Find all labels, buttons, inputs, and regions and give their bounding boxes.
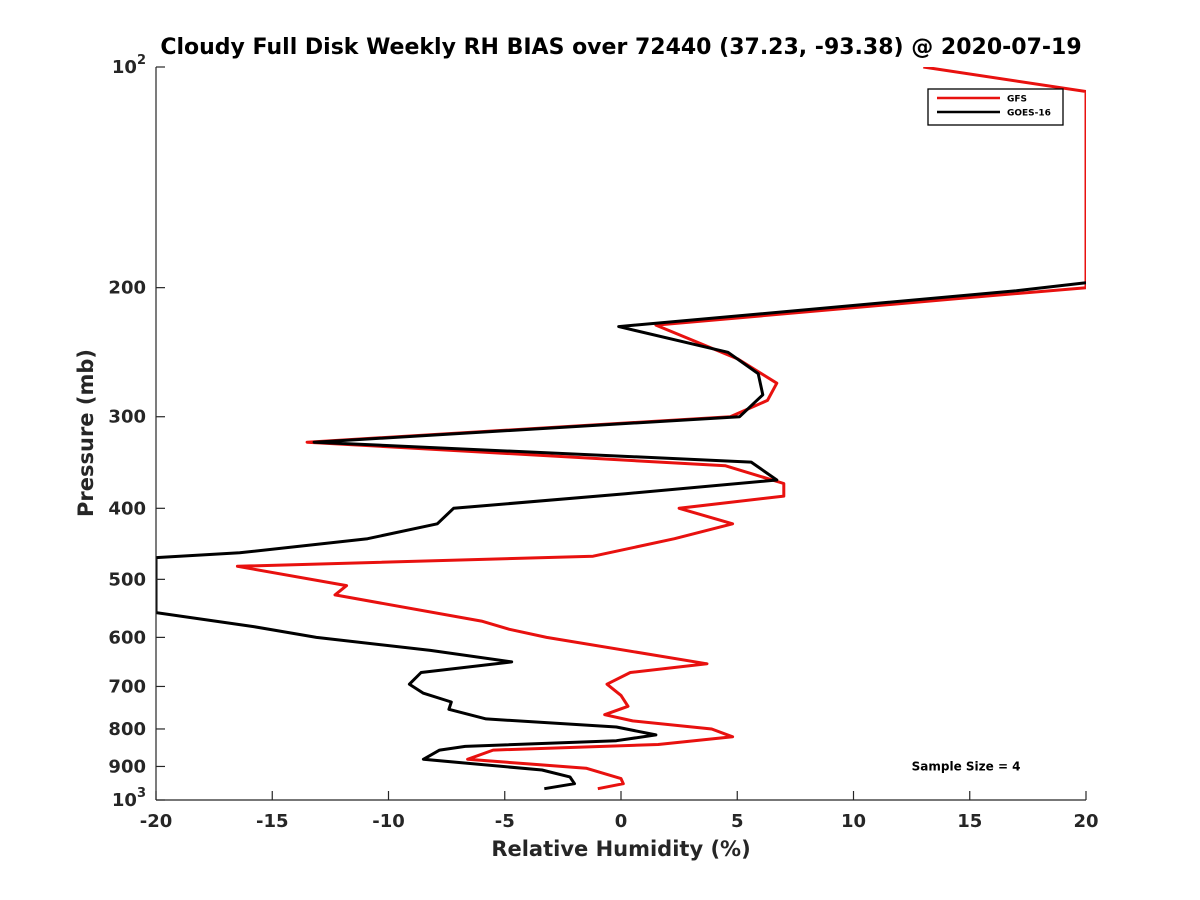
- x-axis-label: Relative Humidity (%): [491, 837, 750, 861]
- y-axis: 102 200 300 400 500 600 700 800 900 103: [108, 53, 165, 811]
- y-tick-label: 103: [112, 786, 146, 811]
- x-tick-label: -20: [140, 811, 173, 832]
- x-tick-label: -15: [256, 811, 289, 832]
- sample-size-annotation: Sample Size = 4: [912, 759, 1021, 773]
- series-lines: [156, 67, 1086, 791]
- x-tick-label: -10: [372, 811, 405, 832]
- x-tick-label: 10: [841, 811, 866, 832]
- x-tick-label: 5: [731, 811, 744, 832]
- series-line-gfs: [235, 67, 1086, 791]
- legend: GFS GOES-16: [927, 88, 1064, 126]
- y-axis-label: Pressure (mb): [74, 349, 98, 517]
- y-tick-label: 200: [108, 278, 146, 299]
- plot-area: [156, 67, 1086, 791]
- chart-title: Cloudy Full Disk Weekly RH BIAS over 724…: [160, 35, 1081, 60]
- series-line-goes-16: [156, 281, 1086, 791]
- x-tick-label: 20: [1073, 811, 1098, 832]
- legend-box: [927, 88, 1064, 126]
- legend-label: GOES-16: [1007, 109, 1051, 119]
- y-tick-label: 300: [108, 407, 146, 428]
- y-tick-label: 700: [108, 676, 146, 697]
- x-tick-label: 0: [615, 811, 628, 832]
- y-tick-label: 400: [108, 498, 146, 519]
- y-tick-label: 500: [108, 569, 146, 590]
- y-tick-label: 600: [108, 627, 146, 648]
- y-tick-label: 900: [108, 756, 146, 777]
- y-tick-label: 102: [112, 53, 146, 78]
- legend-label: GFS: [1007, 95, 1027, 105]
- x-axis: -20 -15 -10 -5 0 5 10 15 20: [140, 791, 1099, 832]
- annotations: Sample Size = 4: [912, 759, 1021, 773]
- x-tick-label: 15: [957, 811, 982, 832]
- y-tick-label: 800: [108, 719, 146, 740]
- x-tick-label: -5: [495, 811, 515, 832]
